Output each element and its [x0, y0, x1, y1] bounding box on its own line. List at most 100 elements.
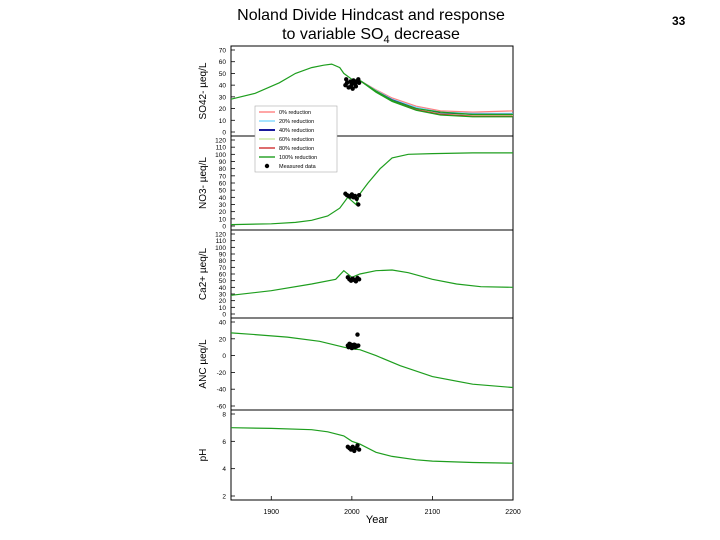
measured-point-anc — [355, 332, 360, 337]
y-tick-label-ca: 110 — [216, 238, 227, 245]
y-tick-label-no3: 100 — [215, 152, 226, 159]
legend-label: 20% reduction — [279, 119, 314, 125]
y-axis-label-anc: ANC µeq/L — [198, 339, 209, 389]
measured-point-so4 — [344, 77, 349, 82]
hindcast-line-so4 — [230, 63, 513, 116]
series-line-so4-5 — [359, 80, 513, 118]
title-line-1: Noland Divide Hindcast and response — [237, 7, 505, 24]
y-tick-label-ca: 90 — [219, 252, 227, 259]
panel-frame-ph — [230, 409, 514, 501]
hindcast-line-no3 — [230, 152, 513, 226]
legend-label: 60% reduction — [279, 137, 314, 143]
y-tick-label-ca: 70 — [219, 265, 227, 272]
measured-point-so4 — [356, 80, 362, 86]
measured-point-no3 — [356, 192, 362, 198]
y-tick-label-ph: 6 — [222, 439, 226, 446]
y-tick-label-no3: 20 — [219, 209, 227, 216]
y-tick-label-ph: 4 — [222, 466, 226, 473]
legend-label: 80% reduction — [279, 146, 314, 152]
y-tick-label-ca: 40 — [219, 285, 227, 292]
y-tick-label-ca: 30 — [219, 292, 227, 299]
y-tick-label-so4: 10 — [219, 118, 227, 125]
hindcast-line-anc — [230, 332, 514, 389]
y-tick-label-so4: 20 — [219, 106, 227, 113]
y-tick-label-no3: 50 — [219, 188, 227, 195]
measured-point-ph — [356, 447, 362, 452]
y-tick-label-anc: 20 — [219, 336, 227, 343]
y-tick-label-no3: 120 — [215, 138, 226, 145]
y-axis-label-ca: Ca2+ µeq/L — [198, 247, 209, 300]
panel-frame-ca — [230, 229, 514, 319]
y-tick-label-so4: 40 — [219, 83, 227, 90]
y-tick-label-no3: 80 — [219, 166, 227, 173]
measured-point-so4 — [353, 84, 359, 89]
y-tick-label-ca: 20 — [219, 298, 227, 305]
legend-label: 100% reduction — [279, 155, 317, 161]
measured-point-so4 — [350, 86, 355, 91]
y-tick-label-no3: 30 — [219, 202, 227, 209]
panel-frame-anc — [230, 317, 514, 411]
hindcast-line-ph — [230, 427, 514, 464]
y-tick-label-anc: -20 — [217, 370, 227, 377]
x-tick-label: 2100 — [425, 509, 441, 516]
title-line-2-suffix: decrease — [389, 26, 460, 43]
measured-point-ca — [353, 279, 359, 284]
y-tick-label-anc: 40 — [219, 320, 227, 327]
y-tick-label-no3: 40 — [219, 195, 227, 202]
y-tick-label-so4: 70 — [219, 48, 227, 55]
y-tick-label-ca: 0 — [222, 312, 226, 319]
panel-so4: 0 10 20 30 40 50 60 70 SO42- µeq/L — [198, 45, 514, 137]
y-tick-label-no3: 0 — [222, 224, 226, 231]
y-tick-label-ph: 2 — [222, 494, 226, 501]
y-tick-label-no3: 90 — [219, 159, 227, 166]
legend-label: Measured data — [279, 164, 317, 170]
x-axis-label: Year — [366, 514, 389, 526]
y-tick-label-no3: 70 — [219, 173, 227, 180]
y-tick-label-anc: 0 — [222, 353, 226, 360]
x-tick-label: 2000 — [344, 509, 360, 516]
legend-marker — [264, 163, 270, 169]
panel-anc: -60 -40 -20 0 20 40 ANC µeq/L — [198, 317, 514, 411]
y-tick-label-ca: 80 — [219, 258, 227, 265]
measured-point-ca — [356, 277, 362, 282]
y-axis-label-so4: SO42- µeq/L — [198, 62, 209, 119]
measured-point-so4 — [349, 81, 355, 87]
title-line-2: to variable SO4 decrease — [200, 25, 542, 50]
title-subscript: 4 — [383, 34, 390, 47]
y-tick-label-so4: 0 — [222, 130, 226, 137]
y-tick-label-ca: 100 — [215, 245, 226, 252]
y-tick-label-so4: 60 — [219, 59, 227, 66]
y-tick-label-ph: 8 — [222, 412, 226, 419]
y-tick-label-ca: 50 — [219, 278, 227, 285]
y-axis-label-no3: NO3- µeq/L — [198, 157, 209, 209]
y-tick-label-ca: 10 — [219, 305, 227, 312]
x-tick-label: 2200 — [505, 509, 521, 516]
measured-point-so4 — [356, 77, 361, 82]
y-tick-label-no3: 10 — [219, 216, 227, 223]
y-tick-label-so4: 50 — [219, 71, 227, 78]
y-tick-label-anc: -40 — [217, 387, 227, 394]
legend-label: 40% reduction — [279, 128, 314, 134]
measured-point-anc — [356, 343, 361, 348]
title-line-2-prefix: to variable SO — [282, 26, 384, 43]
panel-ph: 2 4 6 8 pH — [198, 409, 514, 501]
measured-point-no3 — [356, 202, 361, 207]
y-tick-label-anc: -60 — [217, 404, 227, 411]
y-axis-label-ph: pH — [198, 449, 209, 462]
hindcast-line-ca — [230, 269, 514, 296]
measured-point-no3 — [354, 196, 359, 201]
legend-label: 0% reduction — [279, 110, 311, 116]
y-tick-label-no3: 60 — [219, 181, 227, 188]
legend: 0% reduction 20% reduction 40% reduction 60… — [254, 105, 338, 173]
series-line-so4-1 — [359, 79, 513, 114]
y-tick-label-ca: 60 — [219, 272, 227, 279]
series-line-so4-2 — [359, 79, 513, 116]
chart-title: Noland Divide Hindcast and response to v… — [200, 6, 542, 50]
y-tick-label-ca: 120 — [215, 232, 226, 239]
slide-number: 33 — [672, 14, 686, 28]
y-tick-label-so4: 30 — [219, 94, 227, 101]
measured-point-ph — [355, 443, 360, 448]
